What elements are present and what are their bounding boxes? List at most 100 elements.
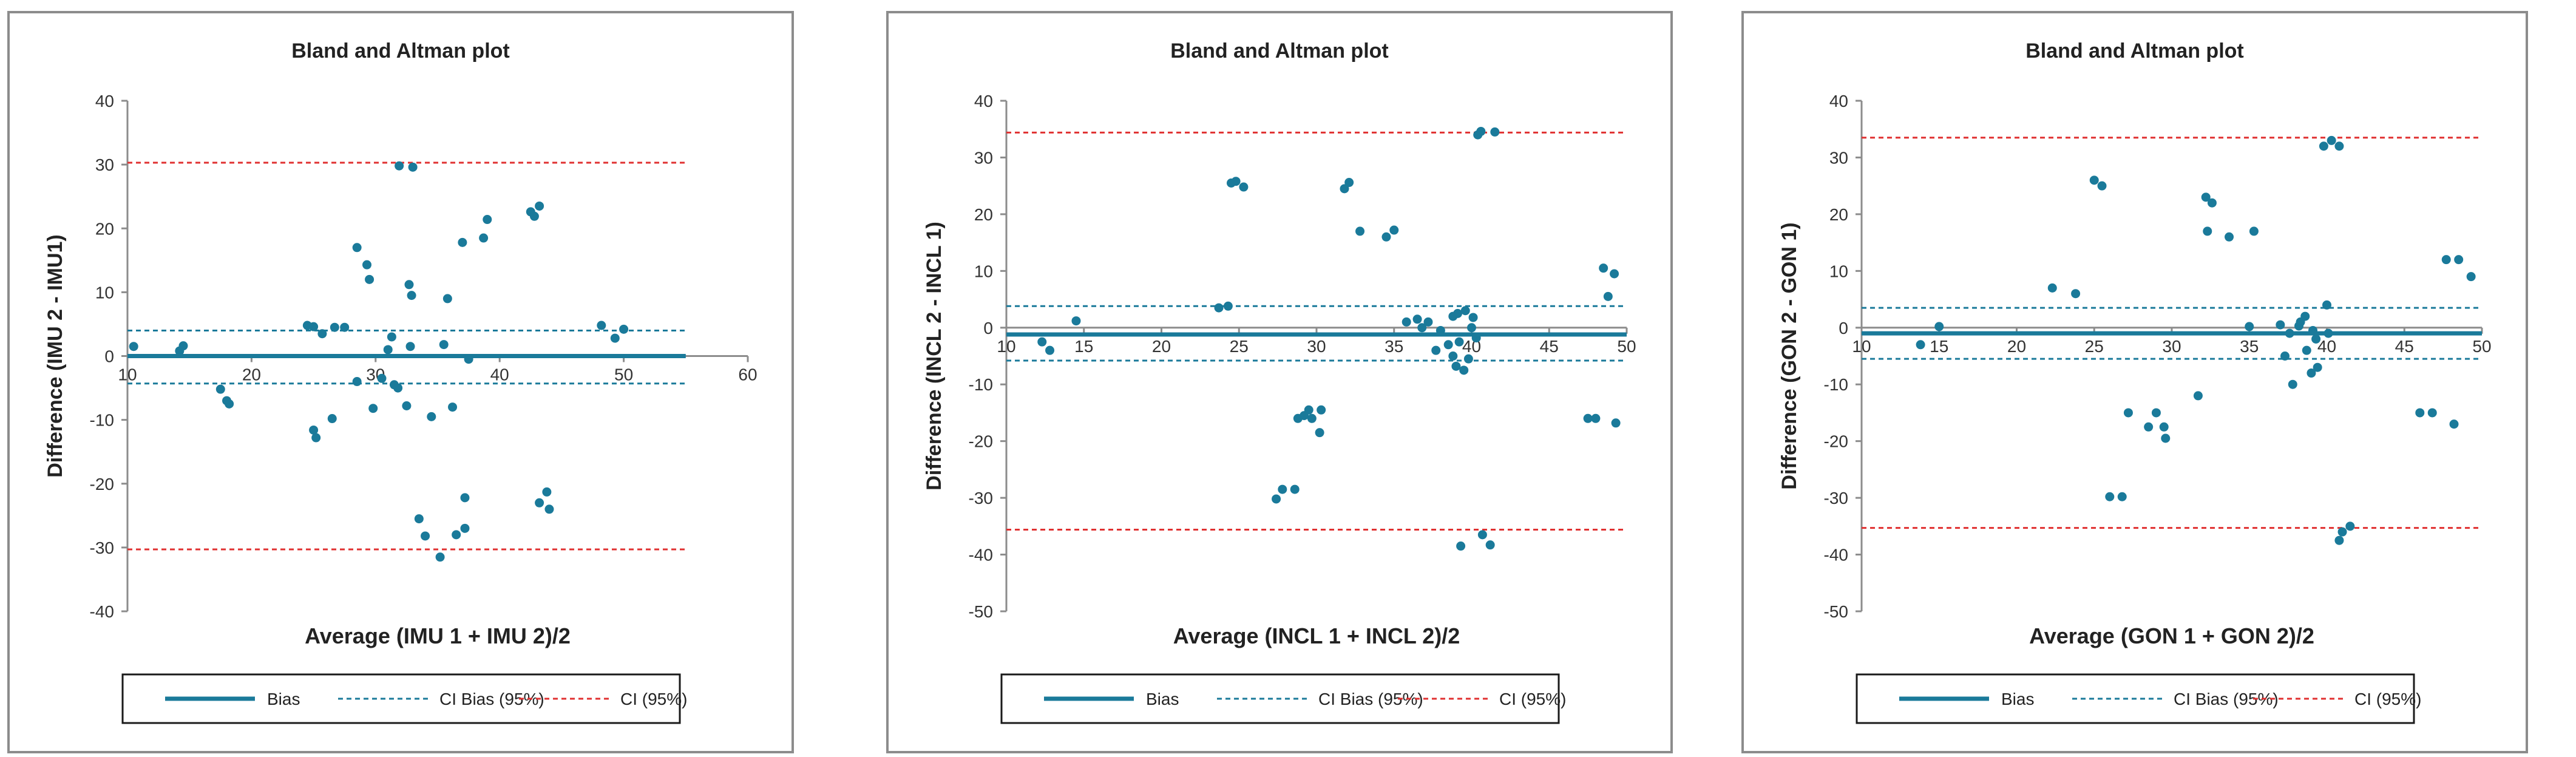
data-point	[2161, 433, 2171, 443]
data-point	[2449, 419, 2459, 429]
data-point	[1448, 351, 1458, 361]
legend: Bias CI Bias (95%) CI (95%)	[121, 673, 687, 724]
x-tick-label: 50	[614, 365, 633, 384]
x-tick-label: 20	[242, 365, 261, 384]
data-point	[2123, 408, 2133, 418]
data-point	[317, 329, 327, 339]
x-axis-label: Average (INCL 1 + INCL 2)/2	[1173, 623, 1460, 648]
data-point	[1916, 340, 1925, 350]
data-point	[405, 342, 415, 351]
data-point	[1381, 232, 1391, 242]
x-tick-label: 35	[1385, 337, 1403, 356]
legend-label-ci-bias: CI Bias (95%)	[1318, 690, 1423, 708]
data-point	[2454, 255, 2464, 265]
data-point	[362, 260, 371, 270]
data-point	[330, 322, 339, 332]
chart-frame	[7, 11, 794, 753]
data-point	[460, 493, 470, 503]
data-point	[1603, 291, 1613, 301]
x-tick-label: 45	[1540, 337, 1559, 356]
x-tick-label: 25	[1230, 337, 1249, 356]
y-tick-label: 20	[1829, 205, 1848, 224]
data-point	[393, 383, 403, 393]
data-point	[2313, 362, 2322, 372]
x-tick-label: 10	[997, 337, 1015, 356]
y-axis-label: Difference (INCL 2 - INCL 1)	[923, 222, 946, 491]
legend-label-bias: Bias	[267, 690, 300, 708]
y-tick-label: 10	[1829, 262, 1848, 280]
y-tick-label: -30	[90, 538, 114, 557]
y-tick-label: -50	[969, 602, 993, 621]
data-point	[1231, 177, 1241, 186]
data-point	[225, 399, 234, 409]
data-point	[1463, 354, 1473, 364]
y-tick-label: -40	[90, 602, 114, 621]
data-point	[542, 487, 552, 497]
y-tick-label: 10	[974, 262, 993, 280]
x-tick-label: 50	[1617, 337, 1636, 356]
data-point	[1355, 226, 1365, 236]
data-point	[407, 291, 416, 300]
data-point	[402, 401, 412, 410]
data-point	[1431, 345, 1441, 355]
data-point	[2311, 334, 2321, 344]
y-tick-label: 20	[95, 219, 114, 238]
data-point	[610, 333, 620, 343]
data-point	[483, 215, 492, 225]
data-point	[2207, 198, 2217, 208]
data-point	[2280, 351, 2290, 361]
data-point	[1591, 413, 1601, 423]
data-point	[1412, 314, 1422, 324]
data-point	[1490, 127, 1500, 137]
legend: Bias CI Bias (95%) CI (95%)	[1856, 673, 2421, 724]
data-point	[365, 274, 375, 284]
y-tick-label: 40	[95, 92, 114, 110]
data-point	[448, 402, 458, 412]
data-point	[1344, 178, 1354, 188]
chart-frame	[886, 11, 1673, 753]
data-point	[2307, 368, 2316, 378]
data-point	[1214, 303, 1224, 313]
data-point	[2151, 408, 2161, 418]
data-point	[597, 321, 606, 330]
data-point	[1453, 308, 1463, 318]
chart-title: Bland and Altman plot	[1170, 39, 1389, 63]
data-point	[1471, 333, 1481, 343]
data-point	[383, 345, 393, 355]
data-point	[2097, 181, 2107, 191]
legend-label-ci-bias: CI Bias (95%)	[439, 690, 544, 708]
legend: Bias CI Bias (95%) CI (95%)	[1000, 673, 1566, 724]
y-tick-label: 20	[974, 205, 993, 224]
data-point	[442, 294, 452, 304]
x-tick-label: 25	[2085, 337, 2104, 356]
data-point	[464, 355, 473, 364]
x-tick-label: 15	[1074, 337, 1093, 356]
data-point	[529, 211, 539, 221]
data-point	[2302, 345, 2311, 355]
y-tick-label: 10	[95, 283, 114, 302]
data-point	[2319, 141, 2328, 151]
y-tick-label: 0	[1839, 319, 1848, 338]
y-axis-label: Difference (IMU 2 - IMU1)	[44, 234, 67, 478]
x-tick-label: 30	[1307, 337, 1326, 356]
y-tick-label: -40	[1824, 546, 1848, 565]
data-point	[1278, 484, 1287, 494]
data-point	[352, 243, 362, 253]
data-point	[2334, 535, 2344, 545]
y-tick-label: -10	[90, 411, 114, 430]
data-point	[2322, 300, 2331, 310]
y-tick-label: 30	[974, 148, 993, 167]
data-point	[544, 504, 554, 514]
data-point	[327, 414, 337, 424]
data-point	[439, 340, 449, 350]
data-point	[535, 201, 544, 211]
data-point	[1239, 182, 1249, 192]
x-tick-label: 60	[738, 365, 757, 384]
x-tick-label: 20	[1152, 337, 1171, 356]
y-tick-label: 0	[104, 347, 114, 366]
data-point	[1599, 263, 1608, 273]
x-tick-label: 10	[1852, 337, 1871, 356]
data-point	[1071, 316, 1081, 326]
data-point	[2323, 328, 2333, 338]
data-point	[2193, 391, 2203, 401]
